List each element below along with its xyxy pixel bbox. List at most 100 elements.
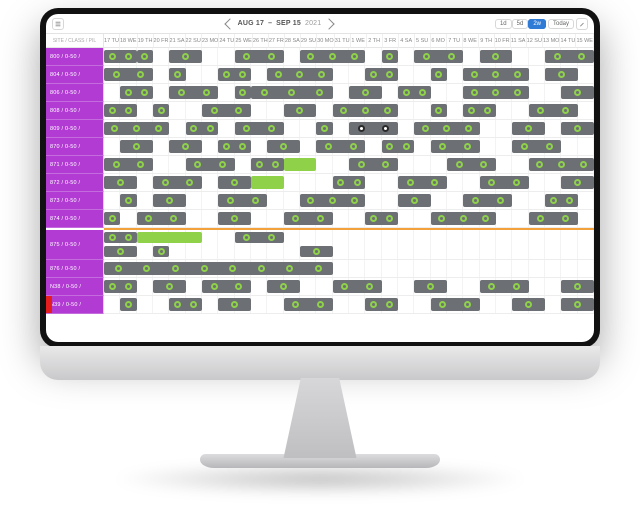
day-header[interactable]: 14 TU <box>560 34 576 48</box>
schedule-bar[interactable] <box>120 140 153 153</box>
schedule-bar[interactable] <box>120 298 136 311</box>
schedule-bar[interactable] <box>463 104 496 117</box>
schedule-bar[interactable] <box>561 176 594 189</box>
schedule-bar[interactable] <box>284 104 317 117</box>
schedule-bar[interactable] <box>169 86 218 99</box>
schedule-bar[interactable] <box>104 262 333 275</box>
row-label[interactable]: 873 / 0-50 / <box>46 192 104 210</box>
menu-icon[interactable] <box>52 18 64 30</box>
schedule-bar[interactable] <box>365 68 398 81</box>
schedule-bar[interactable] <box>153 104 169 117</box>
schedule-bar[interactable] <box>431 212 496 225</box>
schedule-bar[interactable] <box>480 280 529 293</box>
schedule-bar[interactable] <box>365 212 398 225</box>
schedule-bar[interactable] <box>561 122 594 135</box>
schedule-bar[interactable] <box>153 280 186 293</box>
day-header[interactable]: 1 WE <box>351 34 367 48</box>
view-pill-2w[interactable]: 2w <box>528 19 546 29</box>
schedule-bar[interactable] <box>235 232 284 243</box>
schedule-bar[interactable] <box>267 68 332 81</box>
schedule-bar[interactable] <box>545 68 578 81</box>
day-header[interactable]: 19 TH <box>138 34 154 48</box>
schedule-bar[interactable] <box>186 122 219 135</box>
schedule-bar[interactable] <box>169 68 185 81</box>
schedule-bar[interactable] <box>235 122 284 135</box>
schedule-bar[interactable] <box>398 194 431 207</box>
schedule-bar[interactable] <box>529 212 578 225</box>
schedule-bar[interactable] <box>561 298 594 311</box>
row-label[interactable]: 875 / 0-50 / <box>46 230 104 260</box>
schedule-bar[interactable] <box>251 158 284 171</box>
day-header[interactable]: 13 MO <box>543 34 561 48</box>
day-header[interactable]: 11 SA <box>511 34 527 48</box>
schedule-bar[interactable] <box>218 194 267 207</box>
day-header[interactable]: 23 MO <box>202 34 220 48</box>
schedule-bar[interactable] <box>431 104 447 117</box>
date-range[interactable]: AUG 17 – SEP 15 2021 <box>226 20 334 28</box>
schedule-bar[interactable] <box>137 50 153 63</box>
schedule-bar[interactable] <box>284 298 333 311</box>
schedule-bar[interactable] <box>284 158 317 171</box>
schedule-bar[interactable] <box>235 50 284 63</box>
schedule-bar[interactable] <box>480 176 529 189</box>
schedule-bar[interactable] <box>333 280 382 293</box>
row-label[interactable]: 800 / 0-50 / <box>46 48 104 66</box>
schedule-bar[interactable] <box>382 50 398 63</box>
schedule-bar[interactable] <box>333 176 366 189</box>
day-header[interactable]: 8 WE <box>463 34 479 48</box>
day-header[interactable]: 26 TH <box>253 34 269 48</box>
schedule-bar[interactable] <box>414 280 447 293</box>
schedule-bar[interactable] <box>153 194 186 207</box>
day-header[interactable]: 3 FR <box>383 34 399 48</box>
schedule-bar[interactable] <box>153 176 202 189</box>
schedule-bar[interactable] <box>561 280 594 293</box>
schedule-bar[interactable] <box>218 176 251 189</box>
day-header[interactable]: 31 TU <box>335 34 351 48</box>
day-header[interactable]: 20 FR <box>154 34 170 48</box>
schedule-bar[interactable] <box>431 298 480 311</box>
schedule-bar[interactable] <box>300 246 333 257</box>
schedule-bar[interactable] <box>365 298 398 311</box>
schedule-bar[interactable] <box>186 158 235 171</box>
day-header[interactable]: 29 SU <box>301 34 317 48</box>
schedule-bar[interactable] <box>218 298 251 311</box>
day-header[interactable]: 18 WE <box>120 34 138 48</box>
row-label[interactable]: N38 / 0-50 / <box>46 278 104 296</box>
view-pill-5d[interactable]: 5d <box>512 19 529 29</box>
schedule-bar[interactable] <box>251 176 284 189</box>
schedule-bar[interactable] <box>529 104 578 117</box>
schedule-bar[interactable] <box>169 298 202 311</box>
day-header[interactable]: 27 FR <box>269 34 285 48</box>
schedule-bar[interactable] <box>104 158 153 171</box>
day-header[interactable]: 10 FR <box>495 34 511 48</box>
schedule-bar[interactable] <box>463 86 528 99</box>
day-header[interactable]: 12 SU <box>527 34 543 48</box>
schedule-bar[interactable] <box>561 86 594 99</box>
schedule-bar[interactable] <box>316 140 365 153</box>
schedule-bar[interactable] <box>218 212 251 225</box>
schedule-bar[interactable] <box>382 140 415 153</box>
row-label[interactable]: 870 / 0-50 / <box>46 138 104 156</box>
schedule-bar[interactable] <box>153 246 169 257</box>
schedule-bar[interactable] <box>333 104 398 117</box>
schedule-bar[interactable] <box>316 122 332 135</box>
view-pill-1d[interactable]: 1d <box>495 19 512 29</box>
schedule-bar[interactable] <box>529 158 594 171</box>
day-header[interactable]: 6 MO <box>431 34 447 48</box>
day-header[interactable]: 28 SA <box>285 34 301 48</box>
schedule-bar[interactable] <box>104 246 137 257</box>
schedule-bar[interactable] <box>414 50 463 63</box>
schedule-bar[interactable] <box>480 50 513 63</box>
schedule-bar[interactable] <box>120 194 136 207</box>
edit-icon[interactable] <box>576 18 588 30</box>
schedule-bar[interactable] <box>349 122 398 135</box>
schedule-bar[interactable] <box>235 86 251 99</box>
today-button[interactable]: Today <box>548 19 574 29</box>
day-header[interactable]: 7 TU <box>447 34 463 48</box>
schedule-bar[interactable] <box>202 280 251 293</box>
chevron-left-icon[interactable] <box>224 18 235 29</box>
schedule-bar[interactable] <box>300 50 365 63</box>
schedule-bar[interactable] <box>545 50 594 63</box>
schedule-bar[interactable] <box>349 86 382 99</box>
schedule-bar[interactable] <box>512 298 545 311</box>
